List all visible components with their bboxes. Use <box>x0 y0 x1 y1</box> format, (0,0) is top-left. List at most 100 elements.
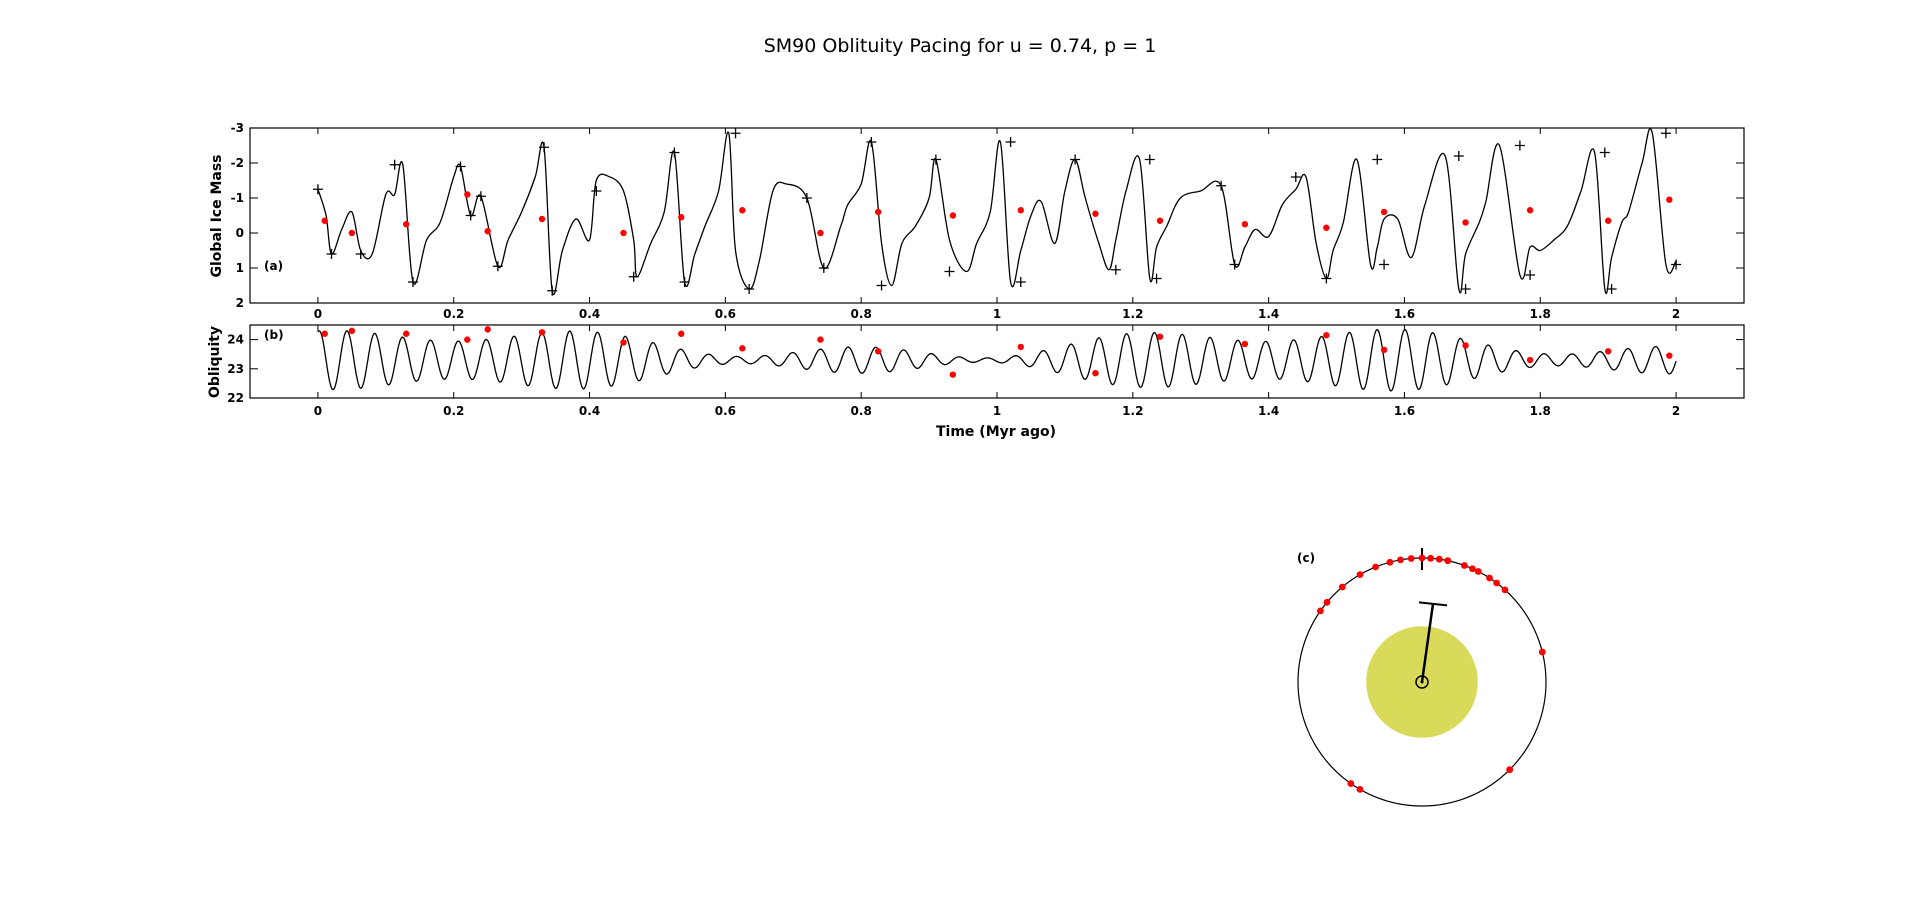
extremum-plus-marker <box>801 193 812 203</box>
orbit-red-dot <box>1372 563 1379 571</box>
panel-b-xtick-label: 0.8 <box>851 404 872 418</box>
obliquity-red-dot <box>348 327 356 335</box>
panel-b-xtick-label: 1.4 <box>1258 404 1279 418</box>
ice-mass-red-dot <box>1666 196 1673 203</box>
extremum-plus-marker <box>465 210 476 221</box>
obliquity-red-dot <box>484 326 491 333</box>
extremum-plus-marker <box>492 261 503 272</box>
panel-a-ytick-label: 0 <box>236 226 244 240</box>
obliquity-red-dot <box>1323 332 1330 339</box>
extremum-plus-marker <box>1151 273 1162 284</box>
ice-mass-red-dot <box>1462 219 1469 226</box>
panel-b-ytick-label: 22 <box>227 391 244 405</box>
panel-a-ytick-label: -2 <box>231 156 244 170</box>
panel-b-xtick-label: 0.2 <box>443 404 464 418</box>
orbit-red-dot <box>1323 598 1331 606</box>
extremum-plus-marker <box>730 128 741 139</box>
panel-a-ylabel: Global Ice Mass <box>209 155 225 278</box>
orbit-red-dot <box>1317 607 1324 615</box>
extremum-plus-marker <box>1660 128 1671 139</box>
panel-a-xtick-label: 0.8 <box>851 307 872 321</box>
panel-b-plot <box>317 326 1677 392</box>
panel-a-xtick-label: 1.2 <box>1122 307 1143 321</box>
ice-mass-red-dot <box>464 191 471 198</box>
extremum-plus-marker <box>1015 277 1026 287</box>
panel-b-label: (b) <box>264 328 284 342</box>
extremum-plus-marker <box>1110 264 1121 275</box>
extremum-plus-marker <box>944 266 955 277</box>
extremum-plus-marker <box>866 137 877 147</box>
panel-a-ytick-label: -3 <box>231 121 244 135</box>
extremum-plus-marker <box>1372 154 1383 165</box>
ice-mass-red-dot <box>817 229 824 237</box>
extremum-plus-marker <box>1144 154 1155 165</box>
orbit-red-dot <box>1444 557 1452 565</box>
panel-b-ylabel: Obliquity <box>207 326 223 398</box>
orbit-red-dot <box>1347 780 1355 787</box>
panel-a-plot <box>312 128 1682 296</box>
panel-b-xtick-label: 2 <box>1672 404 1680 418</box>
ice-mass-red-dot <box>1323 224 1330 231</box>
ice-mass-red-dot <box>1241 221 1249 228</box>
extremum-plus-marker <box>1321 273 1332 284</box>
extremum-plus-marker <box>475 191 486 202</box>
orbit-red-dot <box>1501 586 1509 594</box>
extremum-plus-marker <box>389 159 400 170</box>
ice-mass-series-line <box>317 128 1677 295</box>
obliquity-red-dot <box>817 336 824 343</box>
extremum-plus-marker <box>1070 154 1081 165</box>
panel-b-ytick-label: 24 <box>227 333 244 347</box>
obliquity-red-dot <box>1156 333 1164 340</box>
ice-mass-red-dot <box>321 217 328 224</box>
panel-a-ytick-label: -1 <box>231 191 244 205</box>
panel-b-xtick-label: 1.6 <box>1394 404 1415 418</box>
orbit-red-dot <box>1506 766 1514 774</box>
panel-a-ytick-label: 1 <box>236 261 244 275</box>
orbit-red-dot <box>1397 556 1404 564</box>
orbit-red-dot <box>1356 785 1364 793</box>
ice-mass-red-dot <box>348 229 356 237</box>
obliquity-red-dot <box>874 348 882 355</box>
extremum-plus-marker <box>539 142 550 153</box>
panel-a-xtick-label: 1 <box>993 307 1001 321</box>
panel-c: (c) <box>1297 548 1547 807</box>
extremum-plus-marker <box>1525 270 1536 280</box>
obliquity-red-dot <box>1604 348 1612 355</box>
extremum-plus-marker <box>1216 180 1227 191</box>
ice-mass-red-dot <box>1156 217 1164 224</box>
ice-mass-red-dot <box>678 214 685 221</box>
extremum-plus-marker <box>455 161 466 172</box>
panel-b-xtick-label: 0.6 <box>715 404 736 418</box>
orbit-red-dot <box>1474 568 1482 575</box>
extremum-plus-marker <box>1460 284 1471 294</box>
panel-c-plot <box>1297 548 1547 807</box>
panel-b-xtick-label: 0 <box>314 404 322 418</box>
panel-b-xtick-label: 1.2 <box>1122 404 1143 418</box>
panel-b-xtick-label: 1 <box>993 404 1001 418</box>
panel-a-xtick-label: 1.4 <box>1258 307 1279 321</box>
orbit-pointer-cap <box>1418 601 1448 607</box>
extremum-plus-marker <box>407 277 418 287</box>
ice-mass-red-dot <box>402 221 410 228</box>
obliquity-red-dot <box>321 330 328 337</box>
ice-mass-red-dot <box>1092 210 1099 217</box>
orbit-red-dot <box>1435 555 1443 563</box>
ice-mass-red-dot <box>1380 208 1388 216</box>
obliquity-red-dot <box>1666 352 1673 359</box>
panel-a: 0 0.2 0.4 0.6 0.8 1 1.2 1.4 1.6 1.8 2 -3 -2 -1 0 1 2 Glo… <box>209 121 1745 321</box>
orbit-red-dot <box>1486 574 1493 582</box>
obliquity-red-dot <box>1092 369 1099 377</box>
panel-a-xtick-label: 1.6 <box>1394 307 1415 321</box>
ice-mass-red-dot <box>620 229 627 237</box>
extremum-plus-marker <box>312 184 323 195</box>
extremum-plus-marker <box>679 277 690 287</box>
orbit-pointer-line <box>1420 603 1435 683</box>
extremum-plus-marker <box>818 263 829 273</box>
panel-a-ticks: 0 0.2 0.4 0.6 0.8 1 1.2 1.4 1.6 1.8 2 -3 -2 -1 0 1 2 <box>231 121 1744 321</box>
extremum-plus-marker <box>1599 147 1610 158</box>
ice-mass-red-dot <box>1604 217 1612 224</box>
obliquity-red-dot <box>538 329 546 336</box>
